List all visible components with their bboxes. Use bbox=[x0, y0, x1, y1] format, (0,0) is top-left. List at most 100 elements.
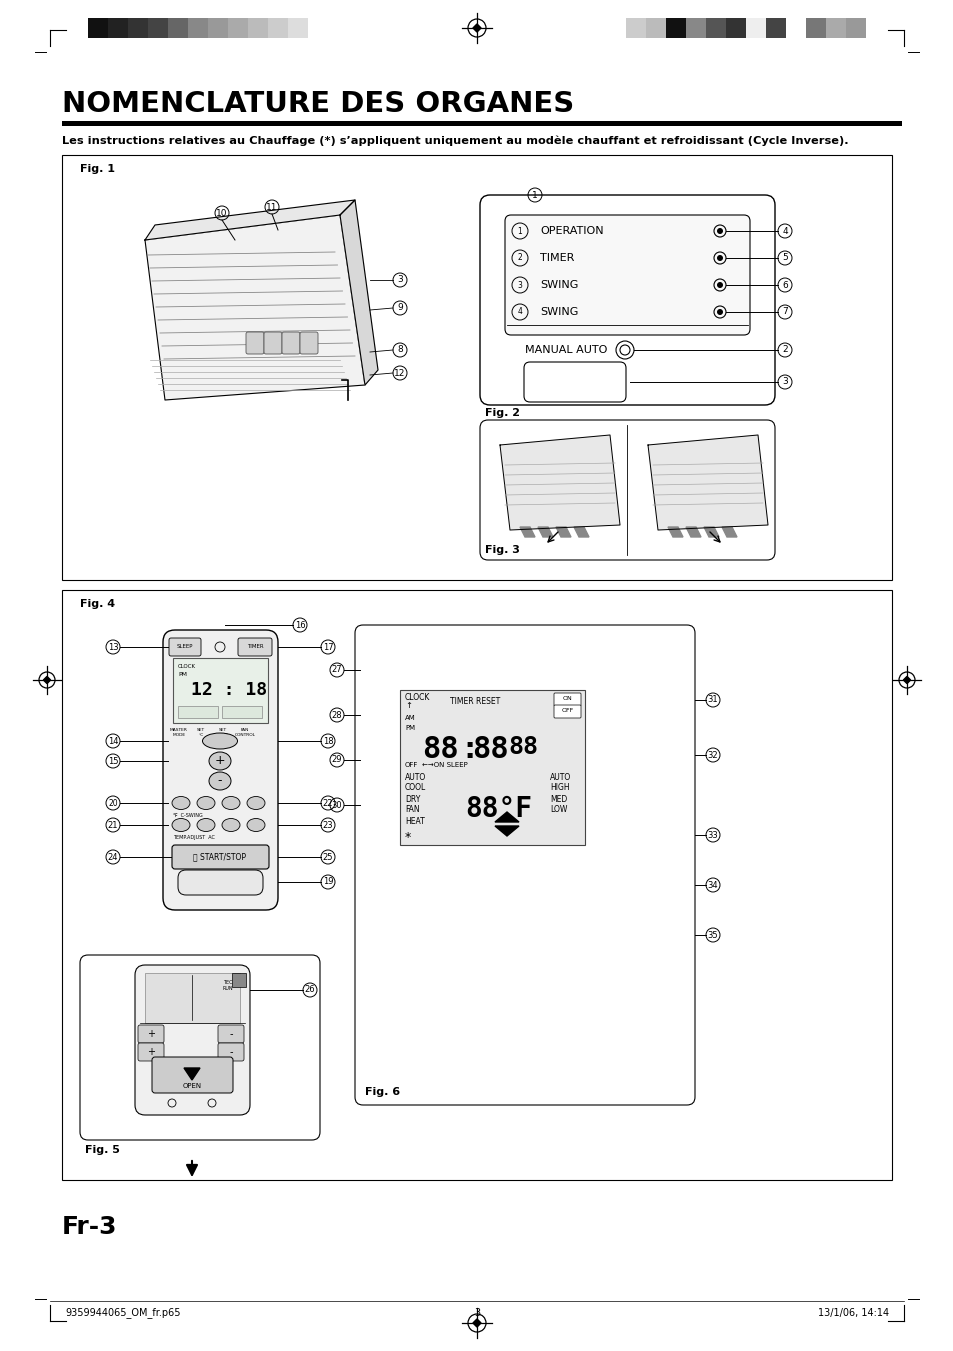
Bar bbox=[845, 18, 865, 38]
Text: 8: 8 bbox=[396, 346, 402, 354]
Text: ↑: ↑ bbox=[405, 701, 412, 711]
Polygon shape bbox=[703, 527, 719, 536]
Text: MANUAL AUTO: MANUAL AUTO bbox=[524, 345, 607, 355]
FancyBboxPatch shape bbox=[504, 215, 749, 335]
Ellipse shape bbox=[202, 734, 237, 748]
Text: 22: 22 bbox=[322, 798, 333, 808]
Text: 3: 3 bbox=[474, 1308, 479, 1319]
Text: 14: 14 bbox=[108, 736, 118, 746]
Text: 17: 17 bbox=[322, 643, 333, 651]
Polygon shape bbox=[519, 527, 535, 536]
Polygon shape bbox=[43, 677, 51, 684]
Bar bbox=[172, 658, 268, 723]
Text: 30: 30 bbox=[332, 801, 342, 809]
Text: 13: 13 bbox=[108, 643, 118, 651]
Bar bbox=[268, 18, 288, 38]
FancyBboxPatch shape bbox=[299, 332, 317, 354]
FancyBboxPatch shape bbox=[523, 362, 625, 403]
Bar bbox=[145, 973, 240, 1023]
Ellipse shape bbox=[247, 819, 265, 831]
Text: 88°F: 88°F bbox=[464, 794, 532, 823]
Polygon shape bbox=[721, 527, 737, 536]
Bar bbox=[222, 707, 262, 717]
Text: 88: 88 bbox=[472, 735, 508, 765]
Bar bbox=[148, 18, 168, 38]
Bar bbox=[765, 18, 785, 38]
Text: 88: 88 bbox=[421, 735, 458, 765]
Bar bbox=[88, 18, 108, 38]
Text: 11: 11 bbox=[266, 203, 277, 212]
Text: OFF: OFF bbox=[561, 708, 574, 713]
Text: 12 : 18: 12 : 18 bbox=[191, 681, 267, 698]
Text: 4: 4 bbox=[781, 227, 787, 235]
Text: 5: 5 bbox=[781, 254, 787, 262]
Polygon shape bbox=[537, 527, 553, 536]
FancyBboxPatch shape bbox=[479, 420, 774, 561]
Text: 15: 15 bbox=[108, 757, 118, 766]
Text: SET
°C: SET °C bbox=[196, 728, 205, 736]
Text: HEAT: HEAT bbox=[405, 816, 424, 825]
Bar bbox=[228, 18, 248, 38]
Bar bbox=[288, 18, 308, 38]
Text: 16: 16 bbox=[294, 620, 305, 630]
Ellipse shape bbox=[209, 771, 231, 790]
Text: PM: PM bbox=[405, 725, 415, 731]
Bar bbox=[178, 707, 218, 717]
Text: 1: 1 bbox=[517, 227, 522, 235]
Text: 2: 2 bbox=[781, 346, 787, 354]
FancyBboxPatch shape bbox=[246, 332, 264, 354]
Text: 33: 33 bbox=[707, 831, 718, 839]
Bar bbox=[399, 690, 584, 844]
Polygon shape bbox=[574, 527, 588, 536]
Text: +: + bbox=[147, 1047, 154, 1056]
FancyBboxPatch shape bbox=[172, 844, 269, 869]
Text: 10: 10 bbox=[216, 208, 228, 218]
FancyBboxPatch shape bbox=[218, 1043, 244, 1061]
FancyBboxPatch shape bbox=[163, 630, 277, 911]
FancyBboxPatch shape bbox=[264, 332, 282, 354]
Text: Fig. 6: Fig. 6 bbox=[365, 1088, 399, 1097]
Text: 4: 4 bbox=[517, 308, 522, 316]
Text: 3: 3 bbox=[781, 377, 787, 386]
Text: SET
TIME: SET TIME bbox=[217, 728, 228, 736]
Text: 12: 12 bbox=[394, 369, 405, 377]
Text: -: - bbox=[229, 1047, 233, 1056]
Text: ⓘ START/STOP: ⓘ START/STOP bbox=[193, 852, 246, 862]
Bar bbox=[625, 18, 645, 38]
Ellipse shape bbox=[222, 797, 240, 809]
Bar bbox=[188, 18, 208, 38]
Text: OFF: OFF bbox=[405, 762, 418, 767]
Text: 35: 35 bbox=[707, 931, 718, 939]
Text: SWING: SWING bbox=[539, 307, 578, 317]
Text: 1: 1 bbox=[532, 190, 537, 200]
Text: ON: ON bbox=[562, 697, 572, 701]
Ellipse shape bbox=[172, 797, 190, 809]
Text: +: + bbox=[147, 1029, 154, 1039]
Text: Fig. 2: Fig. 2 bbox=[484, 408, 519, 417]
FancyBboxPatch shape bbox=[138, 1043, 164, 1061]
Bar bbox=[248, 18, 268, 38]
Text: 18: 18 bbox=[322, 736, 333, 746]
Bar bbox=[168, 18, 188, 38]
Text: MASTER
MODE: MASTER MODE bbox=[170, 728, 188, 736]
Text: SLEEP: SLEEP bbox=[176, 644, 193, 650]
Bar bbox=[725, 18, 745, 38]
Text: Fr-3: Fr-3 bbox=[62, 1215, 117, 1239]
Text: Fig. 1: Fig. 1 bbox=[80, 163, 115, 174]
Polygon shape bbox=[145, 215, 365, 400]
Text: Les instructions relatives au Chauffage (*) s’appliquent uniquement au modèle ch: Les instructions relatives au Chauffage … bbox=[62, 135, 848, 146]
Text: FAN: FAN bbox=[405, 805, 419, 815]
Text: FAN
CONTROL: FAN CONTROL bbox=[234, 728, 255, 736]
Text: OPERATION: OPERATION bbox=[539, 226, 603, 236]
Text: 6: 6 bbox=[781, 281, 787, 289]
Bar bbox=[665, 18, 685, 38]
Bar bbox=[825, 18, 845, 38]
Text: ℉  C-SWING: ℉ C-SWING bbox=[172, 812, 203, 817]
FancyBboxPatch shape bbox=[135, 965, 250, 1115]
Polygon shape bbox=[473, 1319, 480, 1327]
Text: Fig. 3: Fig. 3 bbox=[484, 544, 519, 555]
Text: CLOCK: CLOCK bbox=[178, 663, 195, 669]
Text: TEC
RUN: TEC RUN bbox=[222, 979, 233, 990]
Bar bbox=[62, 155, 891, 580]
Text: *: * bbox=[405, 831, 411, 843]
